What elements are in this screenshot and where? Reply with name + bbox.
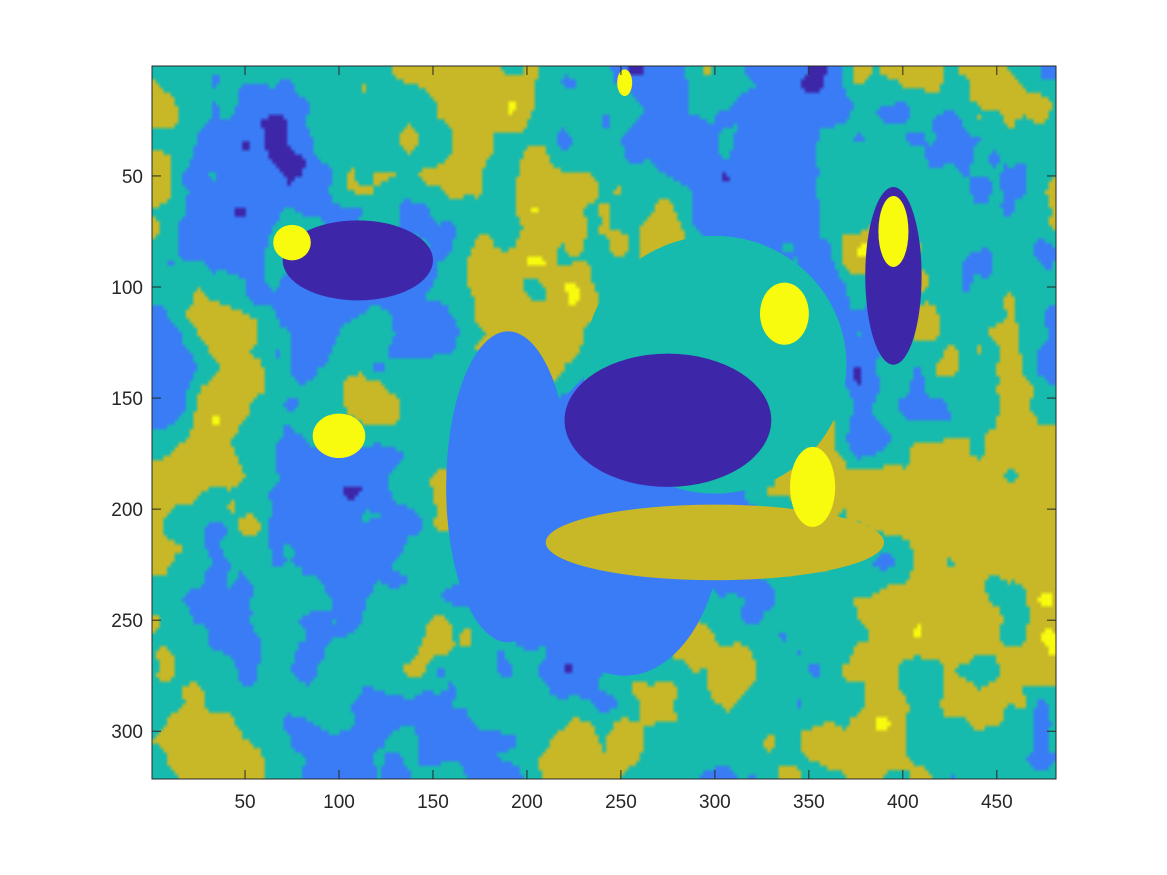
x-axis: 50 100 150 200 250 300 350 400 450 <box>234 66 1013 813</box>
y-tick-label: 300 <box>111 722 143 743</box>
heatmap-region-8 <box>312 413 366 459</box>
heatmap-regions <box>273 69 922 676</box>
axes-box <box>151 65 1057 780</box>
x-tick-label: 400 <box>887 792 919 813</box>
y-tick-label: 150 <box>111 389 143 410</box>
heatmap-region-12 <box>617 69 633 96</box>
y-tick-label: 50 <box>122 167 143 188</box>
y-tick-label: 100 <box>111 278 143 299</box>
y-tick-label: 200 <box>111 500 143 521</box>
x-tick-label: 300 <box>699 792 731 813</box>
heatmap-region-11 <box>759 282 809 345</box>
x-tick-label: 350 <box>793 792 825 813</box>
heatmap-region-7 <box>273 224 311 261</box>
heatmap-image <box>152 66 1056 779</box>
heatmap-region-5 <box>282 220 433 301</box>
heatmap-region-10 <box>878 195 909 268</box>
heatmap-region-3 <box>545 504 885 581</box>
x-tick-label: 100 <box>323 792 355 813</box>
heatmap-region-9 <box>790 446 836 527</box>
y-axis: 50 100 150 200 250 300 <box>111 167 1056 743</box>
heatmap-region-4 <box>564 353 772 487</box>
x-tick-label: 150 <box>417 792 449 813</box>
x-tick-label: 450 <box>981 792 1013 813</box>
x-tick-label: 50 <box>234 792 255 813</box>
x-tick-label: 250 <box>605 792 637 813</box>
x-tick-label: 200 <box>511 792 543 813</box>
y-tick-label: 250 <box>111 611 143 632</box>
